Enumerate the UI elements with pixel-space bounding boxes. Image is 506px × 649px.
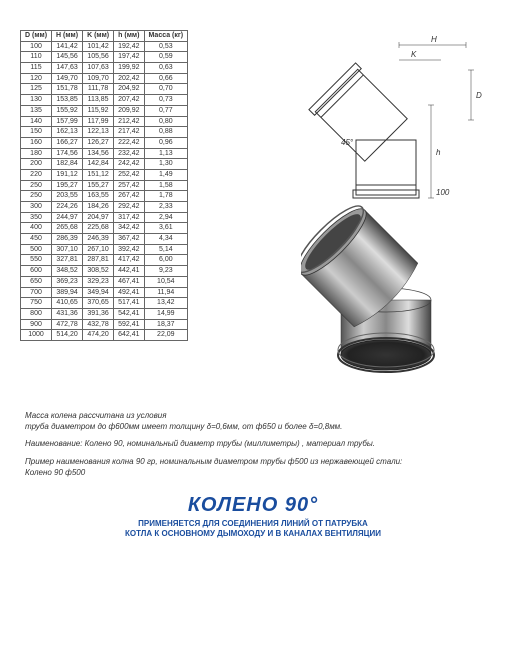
table-row: 150162,13122,13217,420,88: [21, 127, 188, 138]
title-block: КОЛЕНО 90° ПРИМЕНЯЕТСЯ ДЛЯ СОЕДИНЕНИЯ ЛИ…: [0, 489, 506, 553]
table-row: 1000514,20474,20642,4122,09: [21, 330, 188, 341]
note-naming: Наименование: Колено 90, номинальный диа…: [25, 438, 481, 449]
table-row: 550327,81287,81417,426,00: [21, 255, 188, 266]
table-row: 300224,26184,26292,422,33: [21, 202, 188, 213]
dim-K: K: [411, 50, 417, 59]
diagram-area: H K D h 45° 100: [198, 30, 496, 390]
dim-h: h: [436, 148, 441, 157]
notes-block: Масса колена рассчитана из условия труба…: [0, 400, 506, 489]
table-row: 450286,39246,39367,424,34: [21, 234, 188, 245]
col-header: H (мм): [52, 31, 83, 42]
table-row: 100141,42101,42192,420,53: [21, 41, 188, 52]
col-header: Масса (кг): [144, 31, 188, 42]
table-row: 600348,52308,52442,419,23: [21, 266, 188, 277]
col-header: K (мм): [83, 31, 114, 42]
col-header: D (мм): [21, 31, 52, 42]
spec-table: D (мм)H (мм)K (мм)h (мм)Масса (кг) 10014…: [20, 30, 188, 341]
table-row: 120149,70109,70202,420,66: [21, 73, 188, 84]
title-main: КОЛЕНО 90°: [20, 494, 486, 517]
table-row: 110145,56105,56197,420,59: [21, 52, 188, 63]
dim-H: H: [431, 35, 437, 44]
table-row: 250203,55163,55267,421,78: [21, 191, 188, 202]
table-row: 140157,99117,99212,420,80: [21, 116, 188, 127]
col-header: h (мм): [114, 31, 144, 42]
title-sub-1: ПРИМЕНЯЕТСЯ ДЛЯ СОЕДИНЕНИЯ ЛИНИЙ ОТ ПАТР…: [138, 519, 368, 528]
spec-table-container: D (мм)H (мм)K (мм)h (мм)Масса (кг) 10014…: [20, 30, 188, 390]
note-mass-1: Масса колена рассчитана из условия: [25, 411, 167, 420]
table-row: 350244,97204,97317,422,94: [21, 212, 188, 223]
table-row: 220191,12151,12252,421,49: [21, 169, 188, 180]
table-row: 115147,63107,63199,920,63: [21, 63, 188, 74]
table-row: 500307,10267,10392,425,14: [21, 244, 188, 255]
dim-D: D: [476, 91, 482, 100]
table-row: 700389,94349,94492,4111,94: [21, 287, 188, 298]
note-example-2: Колено 90 ф500: [25, 468, 85, 477]
table-row: 125151,78111,78204,920,70: [21, 84, 188, 95]
table-row: 200182,84142,84242,421,30: [21, 159, 188, 170]
table-row: 400265,68225,68342,423,61: [21, 223, 188, 234]
table-row: 135155,92115,92209,920,77: [21, 105, 188, 116]
render-3d: [301, 180, 481, 380]
title-sub-2: КОТЛА К ОСНОВНОМУ ДЫМОХОДУ И В КАНАЛАХ В…: [125, 529, 381, 538]
table-row: 160166,27126,27222,420,96: [21, 137, 188, 148]
table-row: 250195,27155,27257,421,58: [21, 180, 188, 191]
note-mass-2: труба диаметром до ф600мм имеет толщину …: [25, 422, 342, 431]
table-row: 750410,65370,65517,4113,42: [21, 298, 188, 309]
table-row: 800431,36391,36542,4114,99: [21, 308, 188, 319]
table-row: 130153,85113,85207,420,73: [21, 95, 188, 106]
table-row: 900472,78432,78592,4118,37: [21, 319, 188, 330]
table-row: 650369,23329,23467,4110,54: [21, 276, 188, 287]
dim-angle: 45°: [341, 138, 354, 147]
table-row: 180174,56134,56232,421,13: [21, 148, 188, 159]
note-example-1: Пример наименования колна 90 гр, номинал…: [25, 457, 402, 466]
